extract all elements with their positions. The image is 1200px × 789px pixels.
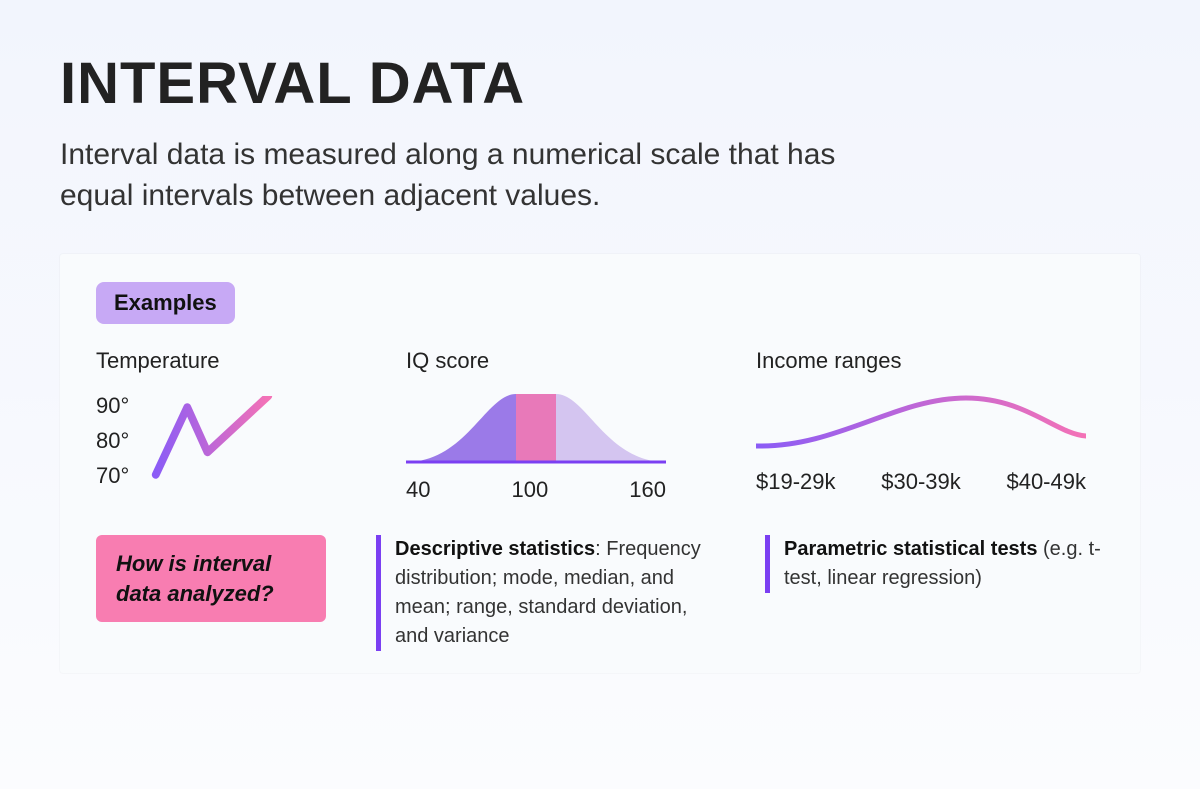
- income-tick-1: $19-29k: [756, 469, 836, 495]
- parametric-bold: Parametric statistical tests: [784, 538, 1037, 560]
- iq-ticks: 40 100 160: [406, 477, 666, 503]
- temperature-label: Temperature: [96, 348, 356, 374]
- income-tick-2: $30-39k: [881, 469, 961, 495]
- iq-tick-160: 160: [629, 477, 666, 503]
- temperature-scale: 90° 80° 70°: [96, 388, 129, 494]
- analysis-descriptive: Descriptive statistics: Frequency distri…: [376, 535, 715, 651]
- example-income: Income ranges $19-29k $30-39k $40-49k: [756, 348, 1104, 495]
- temp-tick-90: 90°: [96, 388, 129, 423]
- analysis-parametric: Parametric statistical tests (e.g. t-tes…: [765, 535, 1104, 593]
- income-tick-3: $40-49k: [1006, 469, 1086, 495]
- examples-row: Temperature 90° 80° 70°: [96, 348, 1104, 503]
- income-chart-icon: [756, 388, 1086, 458]
- descriptive-bold: Descriptive statistics: [395, 538, 595, 560]
- page-subtitle: Interval data is measured along a numeri…: [60, 135, 840, 216]
- temperature-chart-icon: [147, 396, 277, 486]
- temp-tick-70: 70°: [96, 458, 129, 493]
- analysis-row: How is interval data analyzed? Descripti…: [96, 535, 1104, 651]
- example-iq: IQ score 40 100 160: [406, 348, 706, 503]
- page-title: INTERVAL DATA: [60, 50, 1140, 117]
- temp-tick-80: 80°: [96, 423, 129, 458]
- iq-chart-icon: [406, 388, 666, 466]
- examples-badge: Examples: [96, 282, 235, 324]
- income-label: Income ranges: [756, 348, 1104, 374]
- example-temperature: Temperature 90° 80° 70°: [96, 348, 356, 494]
- income-ticks: $19-29k $30-39k $40-49k: [756, 469, 1086, 495]
- content-card: Examples Temperature 90° 80° 70°: [60, 254, 1140, 673]
- iq-label: IQ score: [406, 348, 706, 374]
- iq-tick-40: 40: [406, 477, 430, 503]
- iq-tick-100: 100: [512, 477, 549, 503]
- question-badge: How is interval data analyzed?: [96, 535, 326, 622]
